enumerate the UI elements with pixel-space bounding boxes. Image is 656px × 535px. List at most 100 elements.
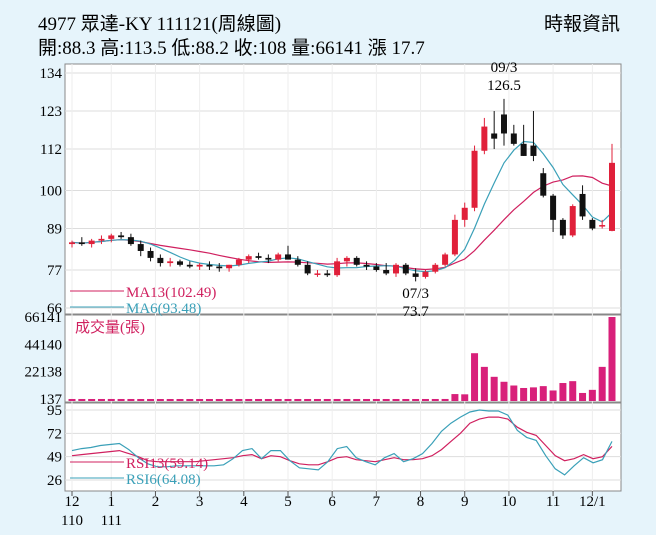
price-tick-label: 123 <box>40 104 63 120</box>
low-annotation-date: 07/3 <box>402 286 429 302</box>
x-tick-label: 10 <box>501 494 516 510</box>
volume-bar <box>255 398 263 401</box>
volume-bar <box>225 399 233 401</box>
volume-bar <box>127 398 135 401</box>
volume-bar <box>176 399 184 401</box>
volume-tick-label: 66141 <box>25 310 63 326</box>
candle-body <box>471 150 478 208</box>
candle-body <box>530 145 537 156</box>
volume-bar <box>97 398 105 401</box>
x-tick-label: 11 <box>546 494 560 510</box>
candle-body <box>245 256 252 260</box>
volume-bar <box>147 398 155 401</box>
candle-body <box>314 273 321 275</box>
candle-body <box>363 264 370 267</box>
candle-body <box>275 254 282 260</box>
volume-panel <box>64 314 622 403</box>
volume-bar <box>451 394 459 401</box>
volume-bar <box>441 398 449 401</box>
volume-bars <box>68 317 616 401</box>
candle-body <box>147 250 154 258</box>
x-tick-label: 12 <box>65 494 80 510</box>
rsi-axis: 95 72 49 26 <box>47 403 63 489</box>
volume-bar <box>520 387 528 401</box>
price-tick-label: 89 <box>47 222 62 238</box>
candle-body <box>69 242 75 245</box>
volume-axis: 66141 44140 22138 137 <box>25 310 63 408</box>
x-tick-label: 1 <box>108 494 116 510</box>
volume-bar <box>490 376 498 401</box>
candle-body <box>206 264 213 267</box>
candlesticks <box>69 98 615 282</box>
volume-bar <box>461 394 469 401</box>
candle-body <box>383 269 390 274</box>
ma13-legend-label: MA13(102.49) <box>126 285 216 301</box>
volume-bar <box>313 398 321 401</box>
candle-body <box>127 237 134 245</box>
volume-bar <box>156 399 164 401</box>
candle-body <box>343 257 350 262</box>
rsi13-line <box>71 416 613 466</box>
price-annotations: 09/3 126.5 07/3 73.7 <box>402 60 521 320</box>
volume-bar <box>392 398 400 401</box>
price-tick-label: 77 <box>47 263 63 279</box>
candle-body <box>461 207 468 220</box>
volume-bar <box>471 353 479 401</box>
candle-body <box>609 162 615 231</box>
x-tick-year-label: 111 <box>101 513 122 529</box>
volume-bar <box>510 385 518 401</box>
candle-body <box>510 133 517 144</box>
x-tick-label: 6 <box>328 494 336 510</box>
rsi-lines <box>71 409 613 476</box>
volume-bar <box>333 398 341 401</box>
candle-body <box>334 261 341 276</box>
volume-bar <box>431 398 439 401</box>
volume-bar <box>608 317 616 401</box>
volume-bar <box>117 398 125 401</box>
price-tick-label: 112 <box>40 142 62 158</box>
candle-body <box>520 143 527 156</box>
source-label: 時報資訊 <box>544 13 620 35</box>
volume-bar <box>186 399 194 401</box>
volume-bar <box>215 399 223 401</box>
volume-bar <box>235 398 243 401</box>
x-tick-label: 8 <box>417 494 425 510</box>
volume-bar <box>264 399 272 401</box>
candle-body <box>353 257 360 265</box>
volume-bar <box>412 398 420 401</box>
x-tick-year-label: 110 <box>61 513 83 529</box>
volume-bar <box>421 398 429 401</box>
volume-bar <box>402 398 410 401</box>
volume-bar <box>353 398 361 401</box>
moving-average-lines <box>71 140 613 273</box>
candle-body <box>137 244 144 251</box>
candle-body <box>304 264 311 274</box>
candle-body <box>540 173 547 196</box>
rsi-tick-label: 26 <box>47 473 63 489</box>
x-tick-label: 2 <box>152 494 160 510</box>
volume-bar <box>107 398 115 401</box>
ma6-line <box>71 140 613 273</box>
volume-bar <box>500 381 508 401</box>
volume-bar <box>284 398 292 401</box>
ma6-legend-label: MA6(93.48) <box>126 301 201 317</box>
candle-body <box>393 264 399 274</box>
candle-body <box>481 126 488 151</box>
candle-body <box>216 266 223 269</box>
candle-body <box>579 193 586 217</box>
candle-body <box>285 254 291 260</box>
x-tick-label: 12/1 <box>579 494 606 510</box>
price-panel <box>64 63 622 315</box>
rsi6-legend-label: RSI6(64.08) <box>126 472 201 488</box>
candle-body <box>255 256 262 258</box>
candle-body <box>501 114 507 134</box>
volume-bar <box>137 398 145 401</box>
high-annotation-value: 126.5 <box>487 78 521 94</box>
price-tick-label: 100 <box>40 184 63 200</box>
volume-bar <box>343 398 351 401</box>
volume-tick-label: 22138 <box>25 365 63 381</box>
candle-body <box>402 264 409 274</box>
volume-bar <box>372 398 380 401</box>
volume-bar <box>529 387 537 401</box>
